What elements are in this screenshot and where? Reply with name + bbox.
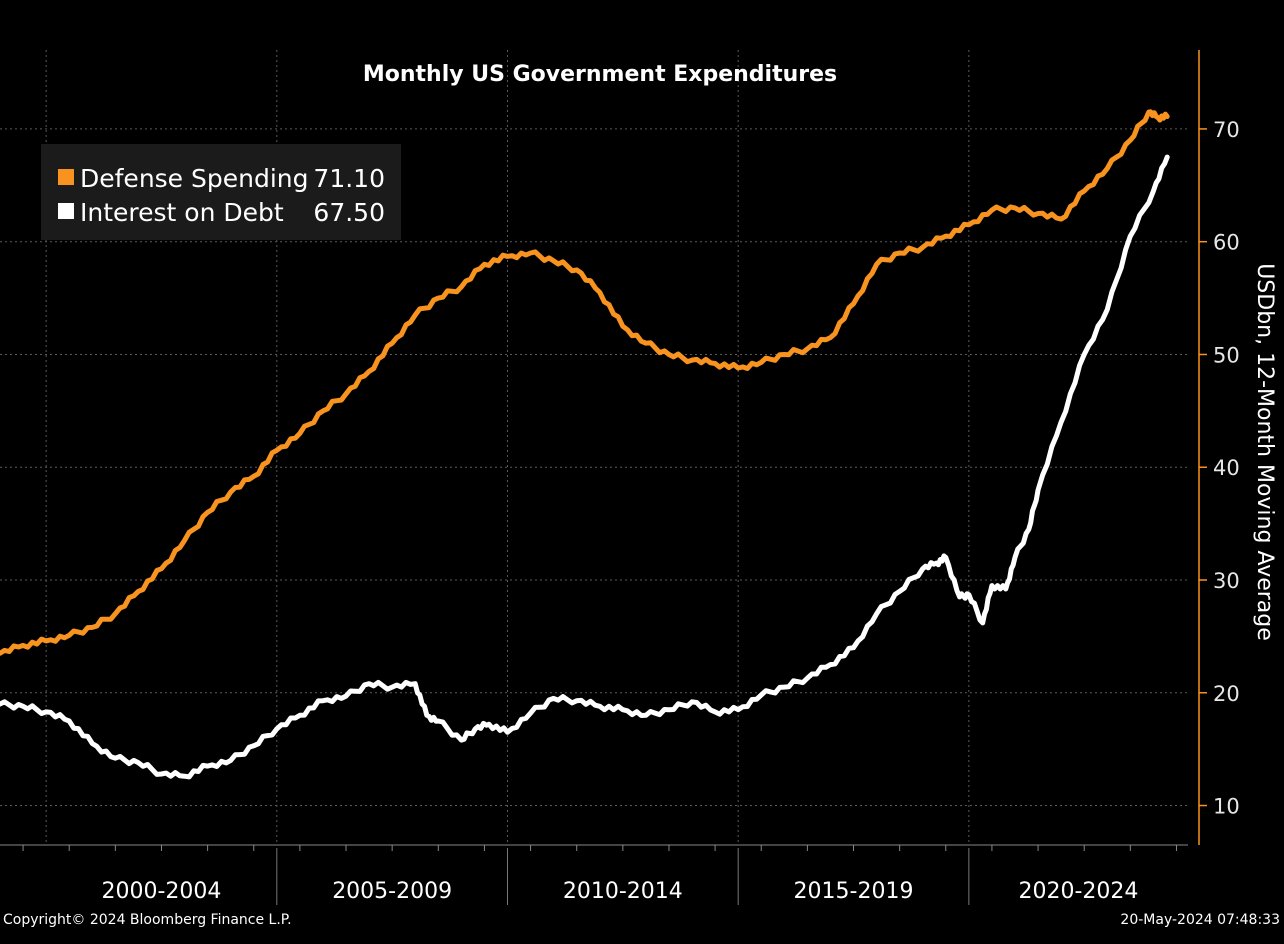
y-tick-label: 30 [1213, 569, 1240, 593]
legend-series-name: Defense Spending [80, 164, 309, 193]
series-line-interest-on-debt [0, 154, 1170, 780]
x-category-label: 2000-2004 [102, 879, 222, 904]
chart-title: Monthly US Government Expenditures [363, 62, 837, 87]
legend-series-value: 67.50 [313, 198, 385, 227]
y-tick-label: 70 [1213, 118, 1240, 142]
y-tick-label: 50 [1213, 343, 1240, 367]
series-layer [0, 109, 1170, 780]
legend-box [41, 144, 401, 240]
y-tick-label: 10 [1213, 795, 1240, 819]
legend-series-name: Interest on Debt [80, 198, 284, 227]
legend: Defense Spending 71.10 Interest on Debt 67.… [41, 144, 401, 240]
y-tick-label: 40 [1213, 456, 1240, 480]
x-category-label: 2020-2024 [1018, 879, 1138, 904]
legend-swatch [58, 203, 74, 219]
legend-series-value: 71.10 [313, 164, 385, 193]
timestamp: 20-May-2024 07:48:33 [1120, 912, 1280, 928]
series-line-defense-spending [0, 109, 1170, 656]
copyright: Copyright© 2024 Bloomberg Finance L.P. [3, 912, 292, 928]
gridlines [0, 50, 1188, 845]
y-tick-label: 60 [1213, 231, 1240, 255]
x-category-label: 2010-2014 [563, 879, 683, 904]
axes: 10 20 30 40 50 60 70 2000-2004 2005-2009 2010-201… [0, 50, 1240, 905]
legend-swatch [58, 169, 74, 185]
x-category-label: 2015-2019 [794, 879, 914, 904]
x-category-label: 2005-2009 [332, 879, 452, 904]
y-axis-label: USDbn, 12-Month Moving Average [1252, 263, 1277, 641]
y-tick-label: 20 [1213, 682, 1240, 706]
